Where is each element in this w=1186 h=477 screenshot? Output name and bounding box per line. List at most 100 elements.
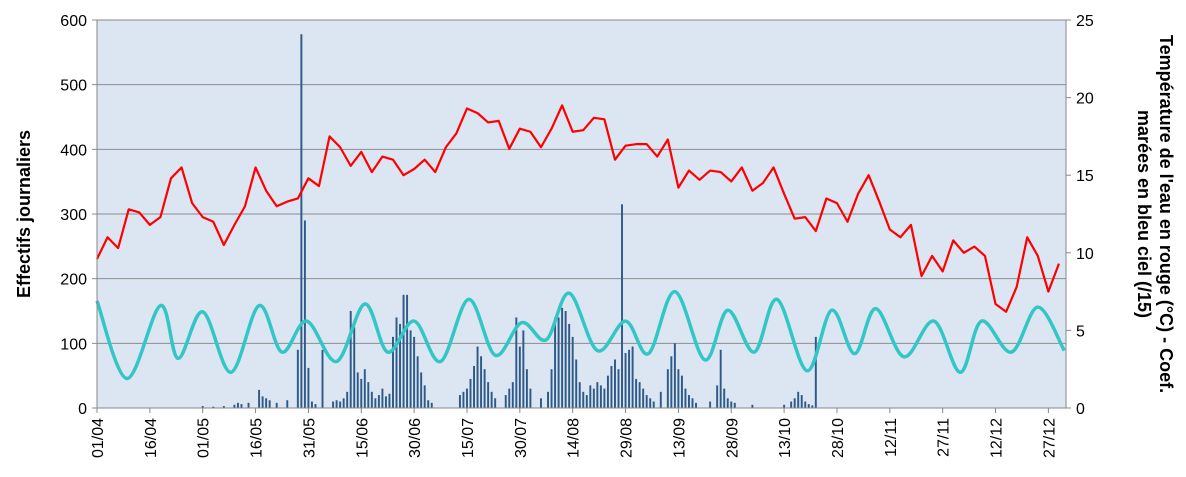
bar <box>487 382 490 408</box>
bar <box>673 343 676 408</box>
bar <box>814 336 817 408</box>
bar <box>332 401 335 408</box>
bar <box>568 323 571 408</box>
x-tick-label: 01/05 <box>196 418 213 458</box>
bar <box>416 356 419 408</box>
bar <box>321 349 324 408</box>
bar <box>575 359 578 408</box>
x-tick-label: 13/09 <box>671 418 688 458</box>
bar <box>638 382 641 408</box>
bar <box>483 369 486 408</box>
bar <box>522 330 525 408</box>
bar <box>540 398 542 408</box>
bar <box>494 398 497 408</box>
bar <box>511 382 514 408</box>
bar <box>624 353 627 408</box>
bar <box>751 404 754 408</box>
x-tick-label: 30/06 <box>407 418 424 458</box>
bar <box>265 398 268 408</box>
bar <box>529 388 532 408</box>
bar <box>423 385 426 408</box>
bar <box>480 356 483 408</box>
bar <box>610 365 613 408</box>
bar <box>233 404 236 408</box>
bar <box>353 327 356 408</box>
bar <box>688 395 690 408</box>
bar <box>374 398 377 408</box>
bar <box>730 401 733 408</box>
bar <box>247 402 250 408</box>
bar <box>367 382 370 408</box>
y-axis-label: Effectifs journaliers <box>14 130 34 298</box>
bar <box>800 395 803 408</box>
y2-tick-label: 20 <box>1076 91 1094 108</box>
bar <box>691 398 694 408</box>
bar <box>726 398 729 408</box>
bar <box>797 391 800 408</box>
y-tick-label: 0 <box>78 401 87 418</box>
bar <box>561 307 564 408</box>
bar <box>628 349 631 408</box>
bar <box>709 401 712 408</box>
bar <box>793 398 796 408</box>
bar <box>649 398 652 408</box>
x-tick-label: 29/08 <box>619 418 636 458</box>
bar <box>617 369 620 408</box>
bar <box>342 398 345 408</box>
bar <box>377 395 380 408</box>
bar <box>402 294 405 408</box>
bar <box>659 391 662 408</box>
x-tick-label: 13/10 <box>777 418 794 458</box>
bar <box>236 402 239 408</box>
y2-tick-label: 10 <box>1076 246 1094 263</box>
y2-axis-label: marées en bleu ciel (/15) <box>1134 110 1154 318</box>
bar <box>430 402 433 408</box>
bar <box>804 401 807 408</box>
bar <box>275 402 278 408</box>
bar <box>783 404 786 408</box>
bar <box>642 388 645 408</box>
bar <box>296 349 299 408</box>
x-tick-label: 14/08 <box>566 418 583 458</box>
bar <box>370 391 373 408</box>
bar <box>406 294 409 408</box>
bar <box>807 404 810 408</box>
bar <box>621 204 623 408</box>
bar <box>420 372 423 408</box>
bar <box>550 369 553 408</box>
y2-tick-label: 25 <box>1076 13 1094 30</box>
bar <box>307 367 310 408</box>
bar <box>388 393 391 408</box>
bar <box>564 311 567 408</box>
bar <box>723 388 726 408</box>
bar <box>427 400 430 408</box>
bar <box>582 391 585 408</box>
bar <box>518 346 521 408</box>
bar <box>240 404 243 408</box>
y-tick-label: 200 <box>60 272 87 289</box>
bar <box>547 391 549 408</box>
bar <box>719 349 722 408</box>
bar <box>716 385 719 408</box>
bar <box>201 406 204 408</box>
bar <box>635 378 638 408</box>
y2-tick-label: 5 <box>1076 323 1085 340</box>
bar <box>515 317 518 408</box>
bar <box>384 396 387 408</box>
bar <box>268 400 271 408</box>
bar <box>578 382 581 408</box>
bar <box>695 402 697 408</box>
x-tick-label: 28/09 <box>724 418 741 458</box>
bar <box>261 396 264 408</box>
bar <box>314 404 317 408</box>
line <box>96 104 1060 313</box>
x-tick-label: 16/05 <box>249 418 266 458</box>
bar <box>652 401 655 408</box>
y-tick-label: 500 <box>60 78 87 95</box>
bar <box>645 395 648 408</box>
bar <box>614 359 616 408</box>
bar <box>557 317 560 408</box>
y-tick-label: 600 <box>60 13 87 30</box>
x-tick-label: 15/06 <box>354 418 371 458</box>
